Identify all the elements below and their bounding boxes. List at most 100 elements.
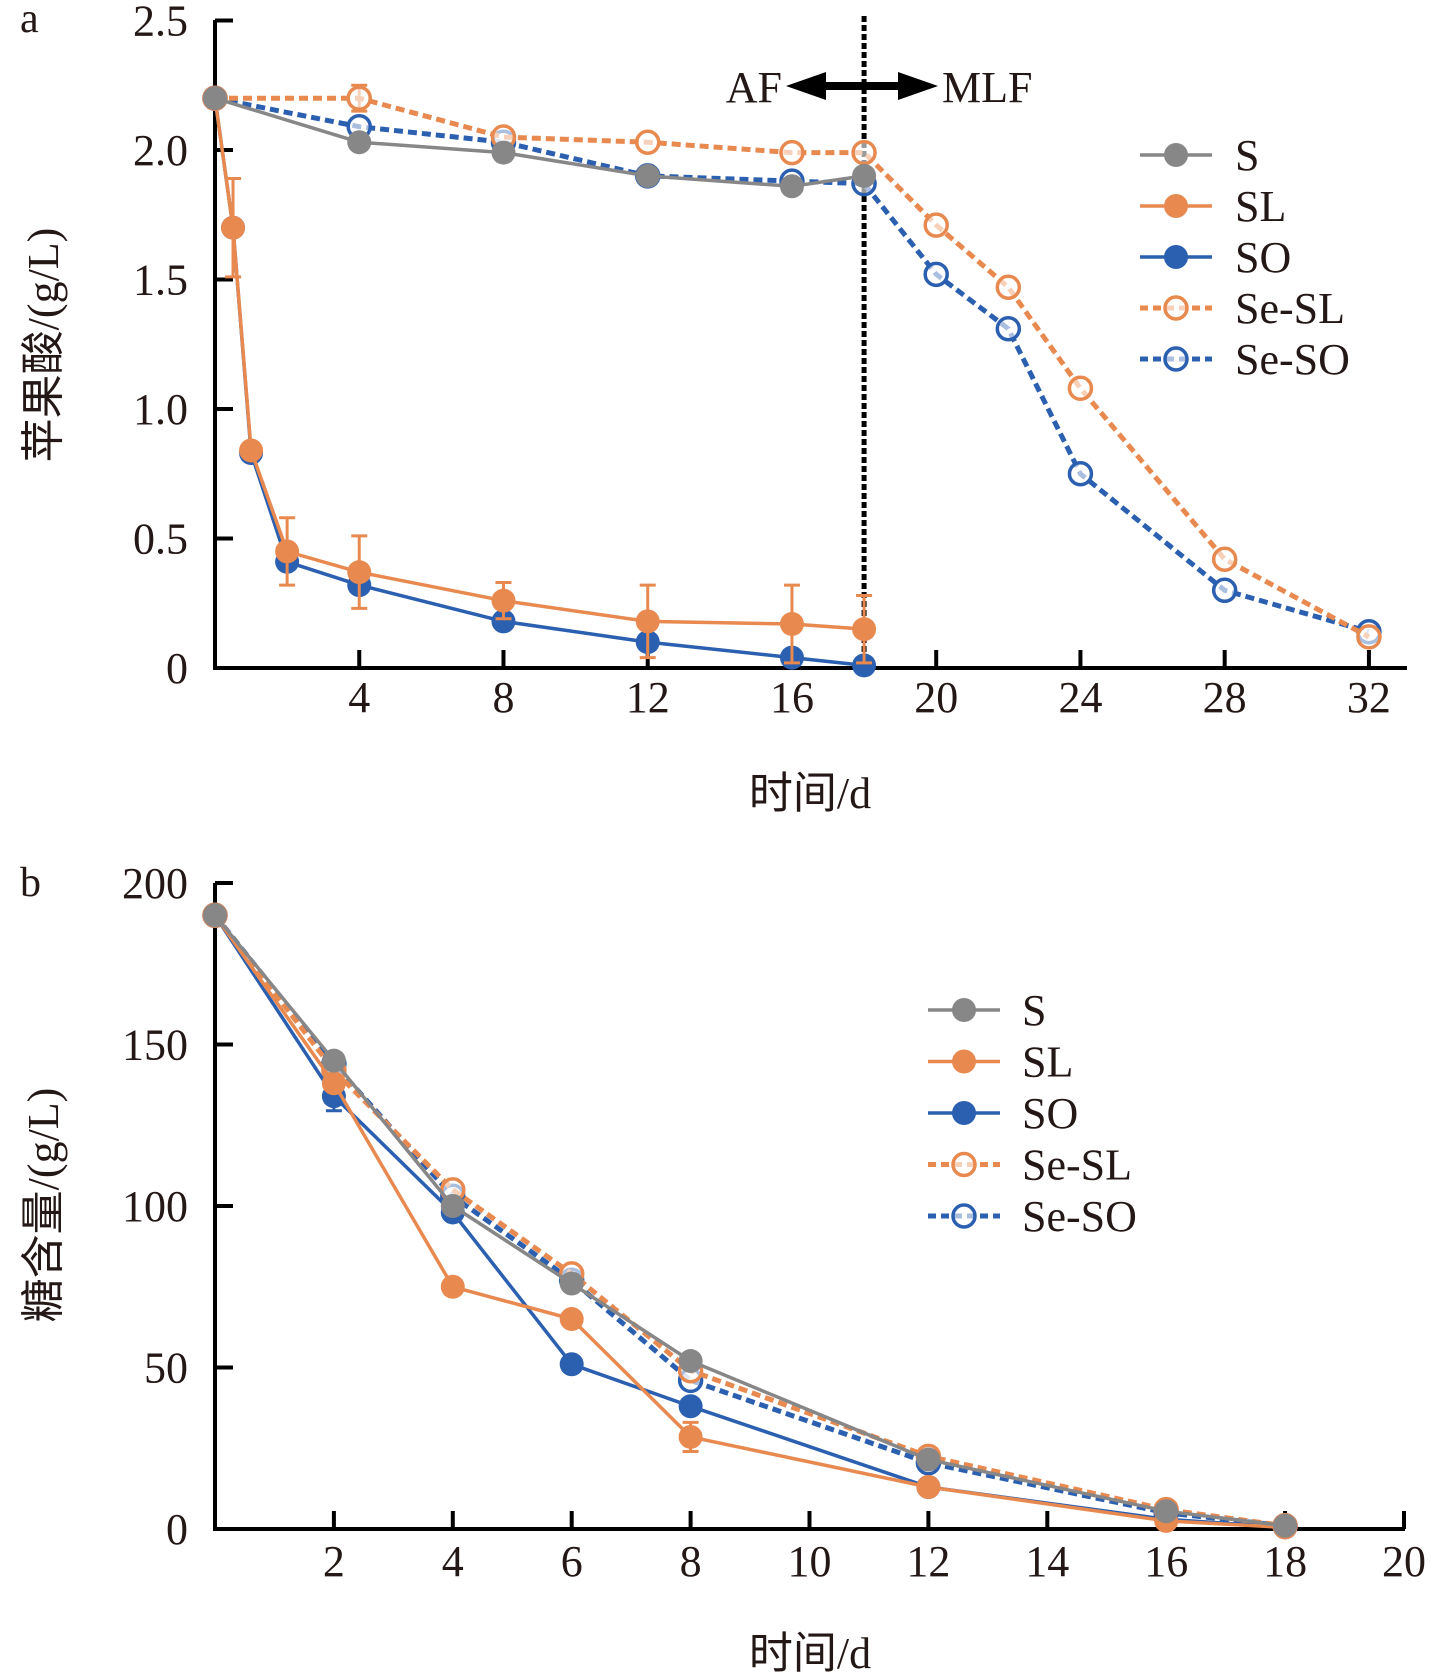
chart-a-axes — [213, 20, 1407, 670]
chart-a-series — [202, 83, 1382, 678]
data-point-sl — [916, 1475, 941, 1500]
data-point-sl — [852, 617, 877, 642]
chart-b-axes — [213, 883, 1405, 1531]
y-tick-label: 2.0 — [133, 126, 188, 175]
x-tick-label: 20 — [1382, 1537, 1426, 1586]
x-tick-label: 6 — [561, 1537, 583, 1586]
data-point-sl — [491, 588, 516, 613]
x-tick-label: 16 — [1144, 1537, 1188, 1586]
data-point-se-sl — [923, 212, 949, 238]
legend-label: SL — [1022, 1038, 1073, 1087]
legend-label: SL — [1235, 182, 1286, 231]
data-point-sl — [347, 560, 372, 585]
data-point-s — [203, 903, 227, 928]
data-point-s — [916, 1447, 941, 1472]
series-sl — [203, 86, 877, 665]
data-point-sl — [440, 1274, 465, 1299]
legend-item-se-so: Se-SO — [928, 1192, 1137, 1241]
data-point-sl — [635, 609, 660, 634]
y-tick-label: 200 — [122, 859, 188, 908]
data-point-s — [635, 163, 660, 188]
chart-b: b 糖含量/(g/L) 时间/d 0 50 100 150 200 2 4 6 8 10 12 14 1… — [19, 859, 1426, 1678]
legend-label: Se-SL — [1022, 1141, 1132, 1190]
y-tick-label: 1.5 — [133, 256, 188, 305]
data-point-s — [678, 1349, 703, 1374]
data-point-se-sl — [346, 85, 372, 111]
data-point-s — [203, 86, 227, 111]
x-tick-label: 32 — [1347, 673, 1391, 722]
legend-marker — [1164, 194, 1188, 218]
x-tick-label: 8 — [680, 1537, 702, 1586]
legend-marker — [952, 1101, 976, 1125]
x-tick-label: 24 — [1058, 673, 1102, 722]
x-tick-label: 2 — [323, 1537, 345, 1586]
series-line-sl — [213, 97, 865, 631]
x-tick-label: 4 — [442, 1537, 464, 1586]
y-tick-label: 1.0 — [133, 385, 188, 434]
legend-label: SO — [1022, 1089, 1078, 1138]
chart-a: a 苹果酸/(g/L) 时间/d AF MLF 0 0.5 1.0 1.5 2.0 2.5… — [19, 0, 1407, 818]
y-tick-label: 100 — [122, 1182, 188, 1231]
legend-marker — [952, 1049, 976, 1074]
data-point-se-so — [1211, 577, 1238, 604]
data-point-se-sl — [634, 129, 661, 155]
x-tick-label: 12 — [626, 673, 670, 722]
x-tick-label: 14 — [1025, 1537, 1069, 1586]
chart-b-ylabel: 糖含量/(g/L) — [19, 1088, 68, 1323]
chart-a-xlabel: 时间/d — [749, 769, 871, 818]
series-line-se-so — [214, 95, 1370, 635]
x-tick-label: 16 — [770, 673, 814, 722]
chart-b-ticks: 0 50 100 150 200 2 4 6 8 10 12 14 16 18 20 — [122, 859, 1426, 1586]
x-tick-label: 18 — [1263, 1537, 1307, 1586]
legend-marker — [1164, 245, 1188, 269]
legend-marker — [952, 998, 976, 1022]
legend-item-so: SO — [928, 1089, 1078, 1138]
x-tick-label: 20 — [914, 673, 958, 722]
chart-a-ticks: 0 0.5 1.0 1.5 2.0 2.5 4 8 12 16 20 24 28 32 — [133, 0, 1391, 722]
legend-marker — [1163, 346, 1189, 372]
arrow-head-left — [786, 72, 826, 100]
data-point-sl — [221, 215, 246, 240]
data-point-s — [491, 140, 516, 165]
legend-item-se-so: Se-SO — [1140, 335, 1350, 384]
series-line-se-sl — [215, 95, 1371, 640]
data-point-s — [321, 1048, 346, 1073]
legend-item-s: S — [1140, 131, 1259, 180]
legend-label: S — [1235, 131, 1259, 180]
legend-item-s: S — [928, 986, 1046, 1035]
panel-label-a: a — [20, 0, 39, 42]
data-point-so — [559, 1352, 584, 1377]
data-point-s — [1154, 1499, 1179, 1524]
data-point-se-sl — [1356, 624, 1382, 650]
data-point-se-sl — [1211, 546, 1238, 572]
y-tick-label: 0 — [166, 1505, 188, 1554]
legend-item-sl: SL — [1140, 182, 1286, 231]
series-s — [203, 86, 877, 199]
af-mlf-arrow — [786, 72, 938, 100]
legend-item-se-sl: Se-SL — [928, 1141, 1132, 1190]
data-point-se-sl — [995, 274, 1022, 301]
chart-b-xlabel: 时间/d — [749, 1629, 871, 1678]
y-tick-label: 0 — [166, 644, 188, 693]
annotation-mlf: MLF — [942, 63, 1032, 112]
data-point-se-so — [923, 261, 949, 288]
data-point-sl — [321, 1071, 346, 1096]
x-tick-label: 28 — [1203, 673, 1247, 722]
chart-b-series — [202, 902, 1298, 1540]
data-point-sl — [275, 539, 300, 564]
data-point-s — [779, 174, 804, 199]
y-tick-label: 50 — [144, 1344, 188, 1393]
series-line-sl — [213, 914, 1286, 1530]
data-point-se-so — [1067, 461, 1094, 487]
panel-label-b: b — [20, 860, 41, 906]
legend-item-so: SO — [1140, 233, 1291, 282]
arrow-head-right — [898, 72, 938, 100]
x-tick-label: 8 — [492, 673, 514, 722]
legend-item-sl: SL — [928, 1038, 1073, 1087]
legend-marker — [1164, 143, 1188, 167]
legend-label: Se-SO — [1022, 1192, 1137, 1241]
data-point-se-so — [995, 315, 1022, 342]
